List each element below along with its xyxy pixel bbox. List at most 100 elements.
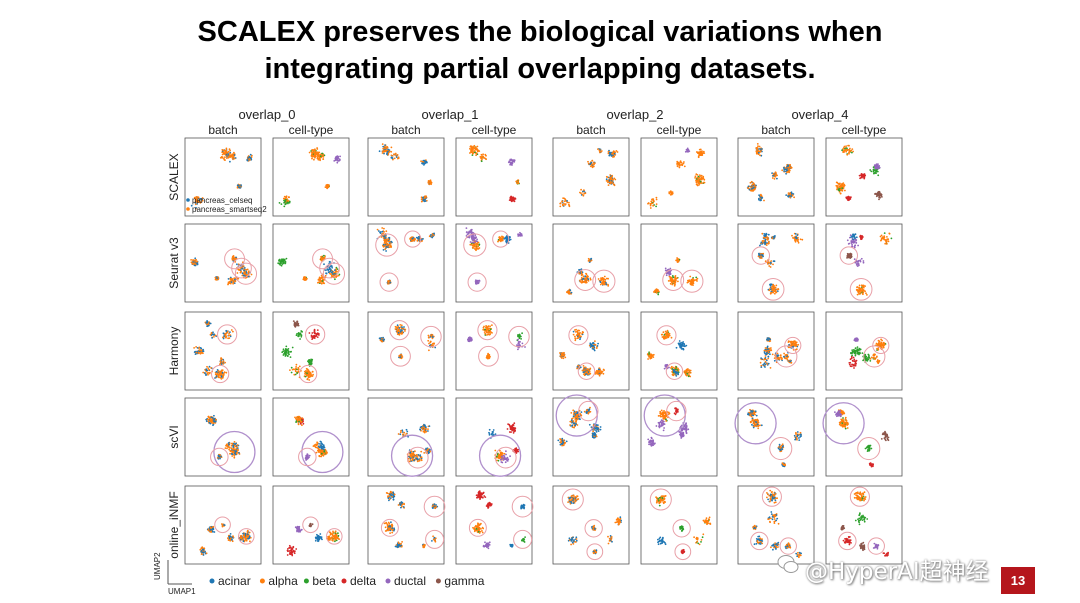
umap-point — [309, 362, 312, 365]
umap-point — [401, 326, 403, 328]
umap-point — [651, 202, 654, 205]
umap-point — [850, 196, 852, 199]
umap-point — [607, 184, 610, 187]
umap-point — [487, 325, 490, 327]
umap-point — [506, 237, 508, 240]
umap-point — [205, 373, 207, 376]
umap-point — [470, 151, 473, 153]
umap-point — [795, 236, 797, 239]
umap-point — [577, 329, 580, 332]
umap-point — [881, 196, 883, 198]
umap-point — [586, 368, 589, 371]
umap-point — [221, 358, 223, 361]
umap-point — [701, 154, 704, 156]
umap-point — [674, 281, 677, 284]
umap-point — [202, 350, 205, 353]
umap-point — [861, 289, 864, 292]
umap-point — [853, 241, 855, 244]
umap-point — [219, 156, 222, 159]
umap-point — [852, 150, 854, 153]
umap-point — [845, 196, 848, 199]
umap-point — [842, 151, 844, 153]
umap-point — [210, 367, 213, 369]
umap-point — [476, 145, 479, 148]
umap-point — [473, 144, 476, 147]
umap-point — [299, 333, 302, 336]
umap-point — [684, 150, 687, 153]
umap-point — [326, 184, 329, 187]
umap-point — [773, 290, 775, 293]
umap-point — [761, 232, 764, 235]
umap-point — [657, 293, 660, 296]
umap-point — [491, 332, 493, 334]
umap-point — [229, 152, 231, 155]
umap-point — [208, 368, 210, 371]
umap-point — [473, 241, 476, 244]
umap-point — [785, 194, 788, 197]
umap-point — [685, 374, 688, 377]
umap-point — [589, 346, 592, 348]
umap-point — [846, 239, 849, 242]
umap-point — [860, 257, 863, 260]
umap-point — [387, 240, 390, 243]
umap-point — [759, 244, 761, 247]
umap-point — [676, 165, 679, 168]
umap-point — [312, 335, 314, 338]
umap-point — [428, 336, 430, 339]
umap-point — [303, 277, 306, 280]
umap-point — [687, 375, 690, 378]
umap-point — [849, 252, 852, 255]
umap-point — [698, 153, 701, 156]
umap-point — [862, 293, 864, 296]
umap-point — [675, 375, 678, 377]
umap-point — [697, 182, 700, 184]
umap-point — [200, 347, 203, 350]
umap-point — [674, 371, 676, 374]
umap-point — [323, 263, 325, 266]
umap-point — [404, 330, 406, 332]
umap-point — [603, 281, 606, 284]
umap-point — [214, 334, 217, 337]
umap-point — [568, 205, 571, 208]
umap-point — [758, 145, 761, 148]
umap-point — [497, 240, 499, 243]
umap-point — [473, 150, 476, 152]
umap-point — [427, 180, 430, 182]
umap-point — [772, 283, 775, 286]
umap-point — [215, 278, 218, 281]
umap-point — [580, 192, 582, 195]
umap-point — [244, 271, 247, 273]
umap-point — [574, 339, 577, 342]
umap-point — [222, 336, 224, 339]
umap-point — [409, 237, 412, 239]
umap-point — [475, 152, 478, 155]
umap-point — [671, 283, 674, 286]
umap-point — [648, 354, 650, 357]
umap-point — [296, 320, 298, 323]
umap-point — [672, 374, 675, 376]
umap-point — [224, 334, 227, 336]
umap-point — [277, 262, 280, 265]
umap-point — [329, 270, 332, 273]
umap-point — [611, 175, 613, 178]
umap-point — [221, 153, 224, 156]
umap-point — [681, 164, 684, 167]
umap-point — [227, 334, 230, 337]
umap-point — [315, 155, 317, 158]
umap-point — [686, 373, 689, 375]
umap-point — [566, 200, 568, 202]
umap-point — [773, 260, 776, 263]
umap-point — [239, 269, 242, 271]
umap-point — [400, 353, 403, 356]
umap-point — [426, 161, 428, 164]
umap-point — [886, 238, 889, 241]
umap-point — [856, 286, 859, 288]
umap-point — [383, 231, 385, 233]
umap-point — [282, 260, 285, 262]
umap-point — [294, 370, 297, 373]
umap-point — [590, 165, 593, 167]
umap-point — [588, 258, 591, 261]
umap-point — [796, 234, 799, 237]
umap-point — [487, 331, 490, 334]
umap-point — [416, 237, 419, 239]
